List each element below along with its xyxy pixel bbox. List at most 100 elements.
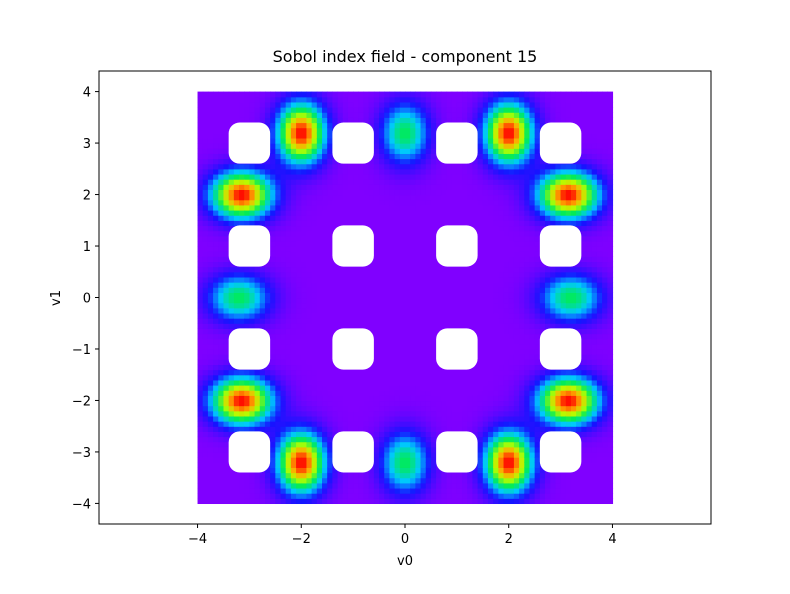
heatmap-cell [420, 251, 427, 257]
heatmap-cell [472, 292, 479, 299]
heatmap-cell [306, 132, 313, 139]
heatmap-cell [239, 117, 245, 124]
heatmap-cell [430, 477, 437, 484]
heatmap-cell [327, 333, 333, 340]
heatmap-cell [213, 199, 219, 206]
heatmap-cell [513, 261, 520, 268]
heatmap-cell [332, 421, 339, 427]
heatmap-cell [425, 225, 432, 232]
heatmap-cell [456, 415, 463, 422]
heatmap-cell [363, 204, 370, 211]
heatmap-cell [384, 101, 391, 108]
heatmap-cell [275, 235, 282, 242]
heatmap-cell [446, 189, 453, 196]
heatmap-cell [399, 153, 406, 160]
heatmap-cell [290, 426, 297, 432]
heatmap-cell [384, 122, 391, 129]
heatmap-cell [363, 493, 370, 499]
heatmap-cell [498, 328, 505, 335]
heatmap-cell [405, 240, 411, 247]
heatmap-cell [218, 117, 225, 124]
heatmap-cell [213, 107, 219, 113]
heatmap-cell [498, 462, 505, 468]
heatmap-cell [410, 379, 416, 386]
heatmap-cell [498, 91, 505, 98]
heatmap-cell [405, 328, 411, 335]
heatmap-cell [202, 101, 209, 108]
heatmap-cell [322, 261, 328, 268]
heatmap-cell [430, 338, 437, 345]
heatmap-cell [379, 415, 385, 422]
heatmap-cell [254, 472, 261, 479]
heatmap-cell [264, 364, 271, 371]
heatmap-cell [415, 143, 422, 149]
heatmap-cell [285, 364, 292, 371]
heatmap-cell [415, 451, 422, 458]
heatmap-cell [384, 199, 391, 206]
heatmap-cell [420, 163, 427, 170]
heatmap-cell [306, 395, 313, 402]
heatmap-cell [394, 369, 401, 376]
heatmap-cell [207, 292, 214, 299]
heatmap-cell [290, 204, 297, 211]
heatmap-cell [430, 194, 437, 201]
heatmap-cell [275, 148, 282, 154]
heatmap-cell [472, 493, 479, 499]
heatmap-cell [347, 390, 354, 396]
heatmap-cell [290, 246, 297, 252]
heatmap-cell [280, 148, 287, 154]
heatmap-cell [285, 271, 292, 278]
heatmap-cell [280, 282, 287, 288]
heatmap-cell [202, 204, 209, 211]
heatmap-cell [368, 364, 375, 371]
heatmap-cell [249, 400, 256, 407]
heatmap-cell [467, 410, 474, 417]
heatmap-cell [487, 364, 494, 371]
heatmap-cell [379, 137, 385, 144]
heatmap-cell [415, 431, 422, 438]
heatmap-cell [420, 184, 427, 190]
heatmap-cell [322, 251, 328, 257]
heatmap-cell [285, 173, 292, 180]
heatmap-cell [202, 256, 209, 263]
heatmap-cell [337, 297, 344, 304]
heatmap-cell [207, 374, 214, 381]
heatmap-cell [270, 410, 276, 417]
heatmap-cell [239, 421, 245, 427]
heatmap-cell [322, 318, 328, 324]
heatmap-cell [285, 318, 292, 324]
heatmap-cell [482, 312, 489, 319]
heatmap-cell [456, 421, 463, 427]
heatmap-cell [327, 122, 333, 129]
heatmap-cell [451, 184, 458, 190]
heatmap-cell [270, 348, 276, 355]
heatmap-cell [353, 189, 359, 196]
heatmap-cell [254, 266, 261, 273]
heatmap-cell [368, 487, 375, 494]
heatmap-cell [498, 338, 505, 345]
heatmap-cell [213, 137, 219, 144]
heatmap-cell [244, 472, 251, 479]
heatmap-cell [233, 96, 240, 103]
heatmap-cell [290, 101, 297, 108]
heatmap-cell [213, 168, 219, 175]
heatmap-cell [436, 415, 442, 422]
heatmap-cell [322, 441, 328, 448]
heatmap-cell [306, 477, 313, 484]
heatmap-cell [389, 235, 396, 242]
heatmap-cell [472, 158, 479, 165]
heatmap-cell [503, 266, 510, 273]
heatmap-cell [202, 132, 209, 139]
heatmap-cell [467, 493, 474, 499]
heatmap-cell [441, 276, 448, 283]
heatmap-cell [436, 276, 442, 283]
heatmap-cell [290, 179, 297, 185]
heatmap-cell [482, 462, 489, 468]
heatmap-cell [327, 498, 333, 505]
heatmap-cell [503, 457, 510, 463]
heatmap-cell [399, 359, 406, 366]
heatmap-cell [467, 189, 474, 196]
heatmap-cell [311, 400, 318, 407]
heatmap-cell [493, 487, 499, 494]
heatmap-cell [270, 153, 276, 160]
